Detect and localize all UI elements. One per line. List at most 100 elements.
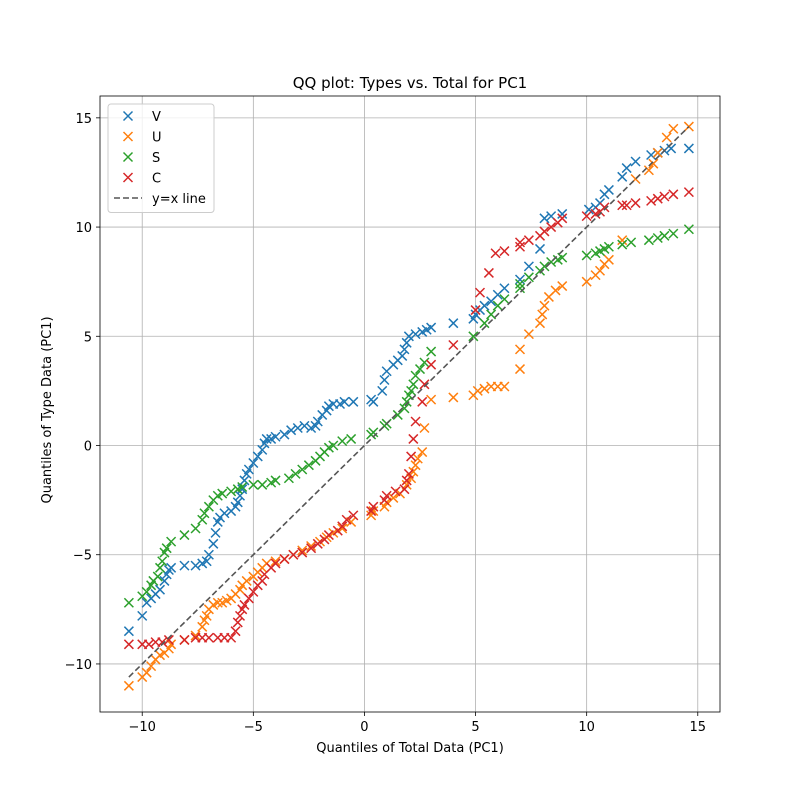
point-V: [617, 171, 628, 182]
y-axis-title: Quantiles of Type Data (PC1): [40, 316, 55, 503]
point-C: [143, 639, 154, 650]
point-S: [199, 508, 210, 519]
point-C: [546, 222, 557, 233]
point-V: [208, 538, 219, 549]
point-U: [388, 492, 399, 503]
point-C: [288, 549, 299, 560]
point-S: [514, 283, 526, 294]
y-tick-label: 10: [75, 221, 92, 236]
point-U: [448, 392, 459, 403]
point-V: [514, 274, 526, 285]
point-U: [201, 610, 212, 621]
series-S: [123, 224, 694, 608]
point-V: [257, 444, 268, 455]
point-U: [419, 422, 430, 434]
x-tick-label: 10: [578, 720, 595, 735]
point-C: [406, 451, 417, 462]
point-C: [668, 189, 679, 200]
point-C: [499, 246, 510, 257]
reference-line: [128, 126, 690, 678]
legend-marker-S: [122, 151, 134, 163]
point-S: [603, 241, 614, 252]
point-C: [599, 202, 610, 213]
point-U: [581, 276, 592, 287]
point-S: [141, 586, 152, 597]
point-C: [483, 267, 494, 278]
point-V: [499, 283, 510, 294]
point-C: [257, 575, 268, 586]
point-S: [406, 385, 417, 396]
point-V: [348, 396, 359, 407]
y-tick-label: −10: [65, 658, 92, 673]
point-S: [152, 571, 163, 582]
point-V: [234, 490, 246, 501]
point-C: [403, 468, 414, 479]
point-V: [448, 318, 459, 329]
point-U: [594, 265, 606, 276]
point-C: [179, 634, 190, 645]
point-V: [299, 420, 310, 431]
point-S: [514, 278, 526, 289]
plot-frame: [99, 95, 721, 713]
point-V: [603, 184, 614, 195]
point-V: [237, 484, 248, 495]
point-S: [203, 501, 214, 512]
point-S: [328, 440, 339, 451]
point-C: [621, 200, 632, 211]
point-V: [159, 575, 170, 586]
point-C: [306, 543, 317, 554]
point-C: [514, 237, 526, 248]
point-C: [581, 211, 592, 222]
point-C: [270, 558, 281, 569]
point-U: [514, 364, 526, 375]
point-V: [201, 556, 212, 567]
x-axis-title: Quantiles of Total Data (PC1): [316, 741, 504, 756]
series-U: [123, 121, 694, 691]
point-S: [408, 379, 419, 390]
point-V: [646, 149, 657, 161]
point-C: [279, 554, 290, 565]
legend-label-V: V: [152, 110, 161, 125]
series-V: [123, 143, 694, 637]
point-S: [414, 364, 426, 375]
point-V: [534, 243, 546, 254]
point-V: [292, 422, 303, 434]
point-V: [397, 350, 408, 361]
point-C: [617, 200, 628, 211]
x-tick-label: 0: [360, 720, 368, 735]
point-U: [617, 235, 628, 246]
point-U: [417, 447, 428, 458]
point-S: [248, 479, 259, 490]
point-C: [226, 632, 237, 643]
point-S: [166, 536, 177, 547]
point-S: [337, 436, 348, 447]
point-V: [557, 208, 568, 219]
x-tick-label: −5: [244, 720, 263, 735]
point-S: [123, 597, 134, 608]
point-S: [154, 562, 166, 573]
point-C: [474, 287, 486, 298]
point-C: [239, 599, 250, 610]
legend-marker-U: [122, 131, 134, 142]
point-S: [626, 237, 637, 248]
point-V: [379, 374, 390, 386]
point-C: [659, 191, 670, 202]
legend-label-reference-line: y=x line: [152, 192, 206, 207]
point-U: [212, 597, 223, 608]
point-U: [410, 460, 421, 471]
x-tick-label: 5: [471, 720, 479, 735]
point-S: [581, 250, 592, 261]
point-C: [234, 610, 246, 621]
point-V: [312, 416, 323, 427]
point-V: [252, 451, 263, 462]
legend-label-U: U: [152, 131, 162, 146]
series-C: [123, 187, 694, 650]
point-V: [368, 396, 379, 407]
point-V: [210, 527, 221, 538]
point-C: [157, 637, 168, 648]
legend-label-S: S: [152, 151, 160, 166]
point-V: [179, 560, 190, 571]
point-C: [163, 634, 174, 645]
point-C: [448, 339, 459, 351]
